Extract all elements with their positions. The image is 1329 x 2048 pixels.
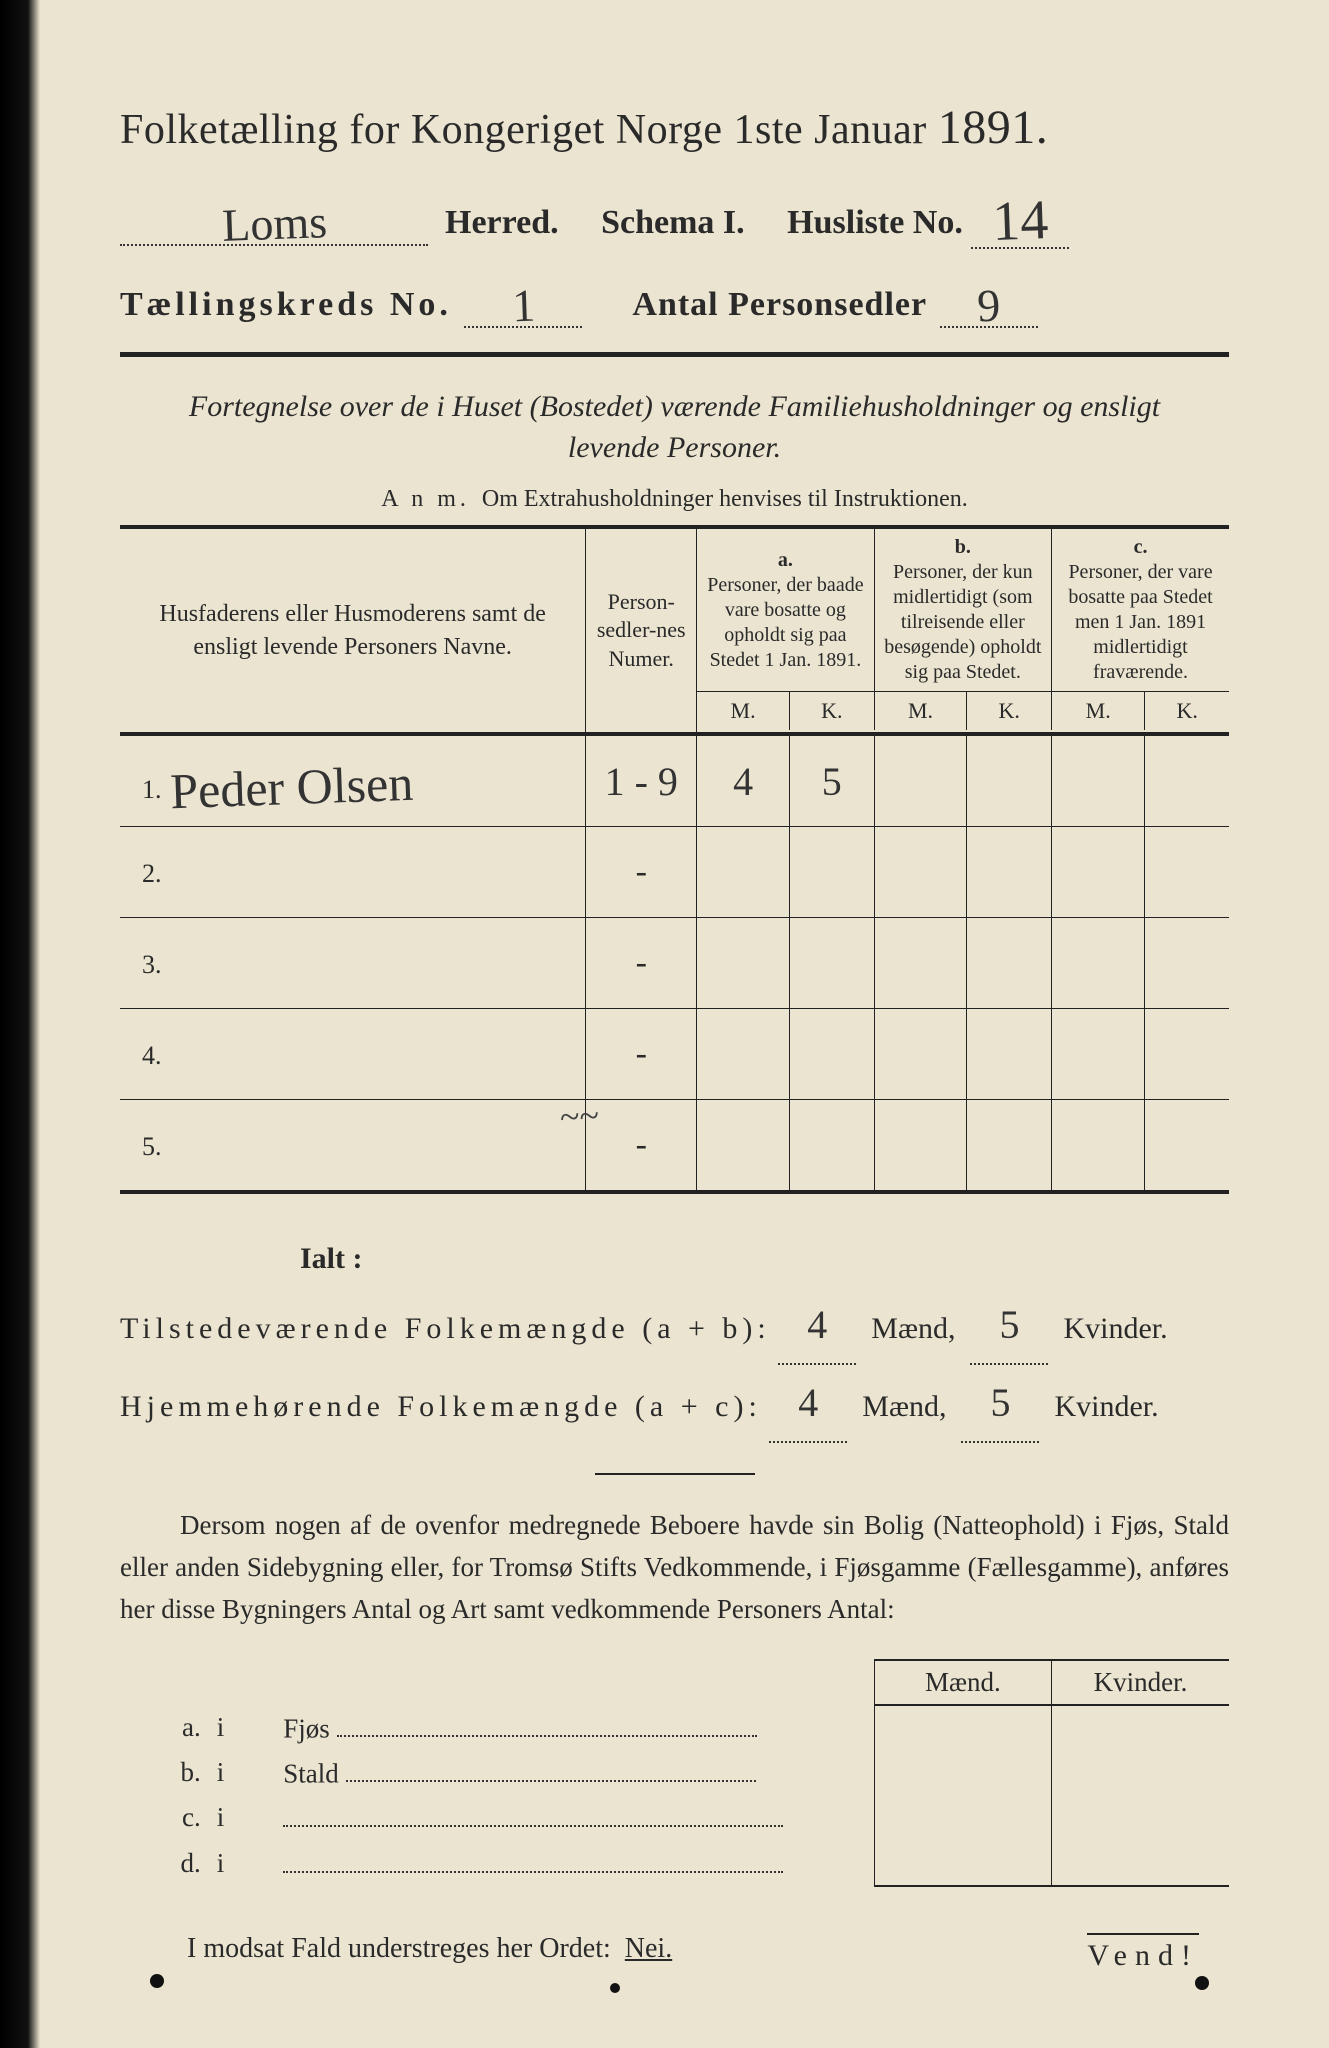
title-prefix: Folketælling for Kongeriget Norge 1ste J…	[120, 107, 927, 153]
herred-label: Herred.	[445, 204, 559, 241]
tilstede-k: 5	[999, 1287, 1019, 1363]
hjemme-label: Hjemmehørende Folkemængde (a + c):	[120, 1390, 762, 1423]
bottom-row: b. i Stald	[120, 1750, 1229, 1795]
kreds-label: Tællingskreds No.	[120, 286, 452, 323]
bottom-head-k: Kvinder.	[1052, 1660, 1229, 1705]
bottom-label: Stald	[283, 1758, 339, 1788]
schema-label: Schema I.	[601, 204, 745, 241]
bottom-i: i	[209, 1705, 276, 1750]
short-divider	[595, 1473, 755, 1475]
kreds-value: 1	[511, 279, 536, 333]
table-row: 5. -	[120, 1100, 1229, 1193]
bottom-i: i	[209, 1750, 276, 1795]
husliste-value: 14	[991, 188, 1049, 254]
mk-header: M.	[697, 692, 790, 731]
mk-header: K.	[1145, 692, 1229, 731]
header-line-herred: Loms Herred. Schema I. Husliste No. 14	[120, 183, 1229, 249]
col-c-header: Personer, der vare bosatte paa Stedet me…	[1068, 561, 1212, 683]
row-number: 1.	[128, 775, 162, 804]
col-b-tag: b.	[955, 536, 971, 558]
table-row: 2. -	[120, 827, 1229, 918]
table-row: 3. -	[120, 918, 1229, 1009]
subtitle-line2: levende Personer.	[568, 431, 781, 464]
bottom-i: i	[209, 1840, 276, 1885]
document-page: Folketælling for Kongeriget Norge 1ste J…	[0, 0, 1329, 2048]
mk-header: M.	[874, 692, 967, 731]
row-number: 3.	[128, 950, 162, 979]
mk-header: K.	[967, 692, 1052, 731]
maend-label: Mænd,	[871, 1312, 955, 1345]
bottom-row: c. i	[120, 1795, 1229, 1840]
cell-num: -	[586, 1009, 697, 1100]
col-a-header: Personer, der baade vare bosatte og opho…	[707, 574, 863, 671]
cell-num: 1 - 9	[605, 758, 678, 805]
cell-a-k: 5	[822, 758, 842, 805]
totals-block: Ialt : Tilstedeværende Folkemængde (a + …	[120, 1230, 1229, 1443]
divider-rule	[120, 352, 1229, 357]
ink-dot	[610, 1983, 620, 1993]
title-year: 1891.	[938, 101, 1049, 154]
col-num-header: Person-sedler-nes Numer.	[597, 589, 686, 671]
ink-dot	[150, 1974, 164, 1988]
subtitle: Fortegnelse over de i Huset (Bostedet) v…	[120, 387, 1229, 468]
main-title: Folketælling for Kongeriget Norge 1ste J…	[120, 100, 1229, 155]
bottom-head-m: Mænd.	[874, 1660, 1051, 1705]
person-name: Peder Olsen	[169, 754, 414, 820]
col-names-header: Husfaderens eller Husmoderens samt de en…	[159, 601, 546, 659]
row-number: 5.	[128, 1132, 162, 1161]
kvinder-label: Kvinder.	[1063, 1312, 1167, 1345]
paragraph-text: Dersom nogen af de ovenfor medregnede Be…	[120, 1510, 1229, 1624]
ink-dot	[1195, 1976, 1209, 1990]
hjemme-k: 5	[990, 1365, 1010, 1441]
tilstede-m: 4	[807, 1287, 827, 1363]
bottom-tag: c.	[120, 1795, 209, 1840]
explanatory-paragraph: Dersom nogen af de ovenfor medregnede Be…	[120, 1505, 1229, 1631]
nei-pre: I modsat Fald understreges her Ordet:	[187, 1933, 611, 1964]
row-number: 4.	[128, 1041, 162, 1070]
maend-label: Mænd,	[862, 1390, 946, 1423]
ialt-label: Ialt :	[300, 1242, 363, 1275]
antal-label: Antal Personsedler	[632, 286, 927, 323]
bottom-row: d. i	[120, 1840, 1229, 1885]
hjemme-m: 4	[798, 1365, 818, 1441]
cell-num: -	[586, 1100, 697, 1193]
col-a-tag: a.	[778, 549, 793, 571]
vend-label: Vend!	[1087, 1933, 1199, 1973]
nei-line: I modsat Fald understreges her Ordet: Ne…	[120, 1933, 1229, 1965]
header-line-kreds: Tællingskreds No. 1 Antal Personsedler 9	[120, 273, 1229, 328]
antal-value: 9	[976, 279, 1001, 333]
anm-label: A n m.	[381, 486, 470, 512]
bottom-table: Mænd. Kvinder. a. i Fjøs b. i Stald c. i…	[120, 1659, 1229, 1887]
mk-header: M.	[1052, 692, 1145, 731]
squiggle-mark: ~~	[559, 1094, 600, 1138]
kvinder-label: Kvinder.	[1054, 1390, 1158, 1423]
tilstede-label: Tilstedeværende Folkemængde (a + b):	[120, 1312, 771, 1345]
bottom-row: a. i Fjøs	[120, 1705, 1229, 1750]
cell-a-m: 4	[733, 758, 753, 805]
anm-note: A n m. Om Extrahusholdninger henvises ti…	[120, 486, 1229, 513]
cell-num: -	[586, 918, 697, 1009]
subtitle-line1: Fortegnelse over de i Huset (Bostedet) v…	[189, 390, 1160, 423]
col-c-tag: c.	[1134, 536, 1148, 558]
bottom-tag: d.	[120, 1840, 209, 1885]
anm-text: Om Extrahusholdninger henvises til Instr…	[482, 486, 968, 512]
main-table: Husfaderens eller Husmoderens samt de en…	[120, 525, 1229, 1194]
herred-value: Loms	[221, 195, 328, 252]
row-number: 2.	[128, 859, 162, 888]
mk-header: K.	[789, 692, 874, 731]
husliste-label: Husliste No.	[787, 204, 963, 241]
col-b-header: Personer, der kun midlertidigt (som tilr…	[884, 561, 1041, 683]
bottom-tag: a.	[120, 1705, 209, 1750]
cell-num: -	[586, 827, 697, 918]
bottom-i: i	[209, 1795, 276, 1840]
table-row: 4. -	[120, 1009, 1229, 1100]
bottom-label: Fjøs	[283, 1713, 330, 1743]
bottom-tag: b.	[120, 1750, 209, 1795]
table-row: 1. Peder Olsen 1 - 9 4 5	[120, 734, 1229, 827]
nei-word: Nei.	[625, 1933, 672, 1964]
